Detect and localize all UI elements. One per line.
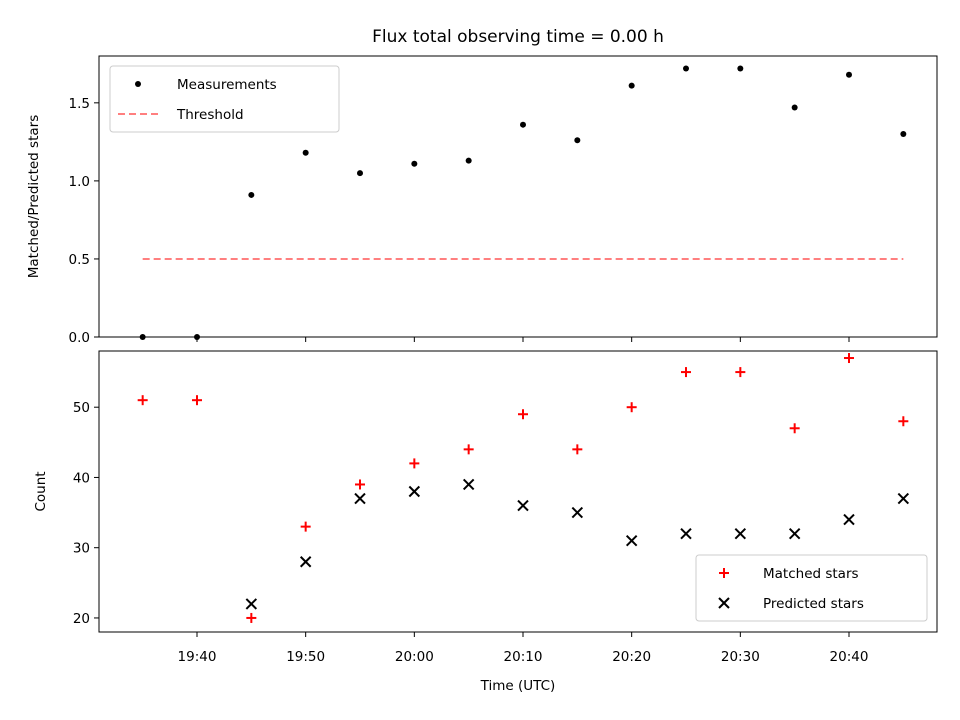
predicted-star-point	[734, 527, 747, 540]
predicted-star-point	[571, 506, 584, 519]
x-stroke	[843, 513, 855, 526]
x-tick-label: 20:30	[721, 649, 760, 665]
y-tick-label: 30	[73, 541, 90, 557]
predicted-star-point	[897, 492, 910, 505]
predicted-star-point	[408, 485, 421, 498]
matched-star-point	[246, 612, 257, 623]
predicted-star-point	[354, 492, 366, 505]
measurement-point	[900, 131, 907, 138]
x-stroke	[788, 527, 801, 540]
matched-star-point	[300, 521, 311, 532]
x-tick-label: 20:00	[395, 649, 434, 665]
legend-label: Threshold	[176, 107, 244, 123]
legend-box	[695, 554, 928, 622]
y-tick-label: 50	[73, 400, 90, 416]
matched-star-point	[409, 458, 420, 469]
measurement-point	[846, 71, 852, 78]
predicted-star-point	[788, 527, 801, 540]
x-tick-label: 20:20	[612, 649, 651, 665]
matched-star-point	[463, 444, 474, 455]
legend-label: Measurements	[177, 77, 277, 93]
x-stroke	[408, 485, 421, 498]
matched-star-point	[626, 402, 637, 413]
measurement-point	[737, 65, 744, 72]
x-stroke	[625, 534, 638, 547]
y-tick-label: 0.5	[69, 252, 90, 268]
measurement-point	[683, 65, 689, 72]
matched-star-point	[137, 395, 148, 406]
x-stroke	[245, 598, 258, 610]
measurement-point	[357, 170, 363, 177]
y-tick-label: 20	[73, 611, 90, 627]
x-axis-label: Time (UTC)	[480, 678, 556, 694]
x-stroke	[734, 527, 747, 540]
legend-label: Matched stars	[763, 566, 859, 582]
legend-handle-x	[718, 597, 730, 609]
y-tick-label: 0.0	[69, 330, 90, 346]
measurement-point	[465, 157, 472, 164]
measurement-point	[248, 191, 255, 198]
x-tick-label: 20:40	[830, 649, 869, 665]
y-tick-label: 1.5	[69, 96, 90, 112]
predicted-star-point	[843, 513, 855, 526]
x-tick-label: 19:50	[286, 649, 325, 665]
x-tick-label: 20:10	[504, 649, 543, 665]
legend: Measurements Threshold	[109, 65, 340, 133]
x-stroke	[354, 492, 366, 505]
matched-star-point	[572, 444, 583, 455]
count-panel: 20 30 40 50 19:40 19:50 20:00 20:10 20:20 20:30 20…	[33, 350, 938, 694]
matched-star-point	[681, 367, 691, 378]
legend-box	[109, 65, 340, 133]
y-tick-label: 40	[73, 470, 90, 486]
matched-star-point	[844, 353, 854, 364]
legend: Matched stars Predicted stars	[695, 554, 928, 622]
measurement-point	[574, 137, 581, 144]
predicted-star-point	[299, 556, 312, 568]
measurement-point	[520, 121, 526, 128]
matched-star-point	[898, 416, 909, 427]
matched-star-point	[355, 479, 365, 490]
axes-frame	[98, 55, 938, 338]
x-stroke	[462, 478, 475, 491]
measurement-point	[628, 82, 635, 89]
predicted-star-point	[680, 527, 692, 540]
legend-handle-dot	[135, 81, 141, 87]
predicted-star-point	[245, 598, 258, 610]
x-stroke	[897, 492, 910, 505]
ratio-panel: Flux total observing time = 0.00 h 0.0 0.5…	[26, 27, 938, 346]
predicted-star-point	[517, 499, 529, 512]
y-tick-label: 1.0	[69, 174, 90, 190]
x-stroke	[571, 506, 584, 519]
axes-frame	[98, 350, 938, 633]
x-stroke	[680, 527, 692, 540]
x-stroke	[299, 556, 312, 568]
predicted-star-point	[462, 478, 475, 491]
measurement-point	[411, 160, 418, 167]
x-stroke	[517, 499, 529, 512]
y-axis-label: Count	[33, 471, 49, 511]
matched-star-point	[735, 367, 746, 378]
y-axis-label: Matched/Predicted stars	[26, 115, 42, 278]
matched-star-point	[192, 395, 202, 406]
legend-label: Predicted stars	[763, 596, 864, 612]
matched-star-point	[789, 423, 800, 434]
x-tick-label: 19:40	[178, 649, 217, 665]
predicted-star-point	[625, 534, 638, 547]
chart-title: Flux total observing time = 0.00 h	[372, 27, 664, 47]
measurement-point	[791, 104, 798, 111]
matched-star-point	[518, 409, 528, 420]
measurement-point	[302, 149, 309, 156]
